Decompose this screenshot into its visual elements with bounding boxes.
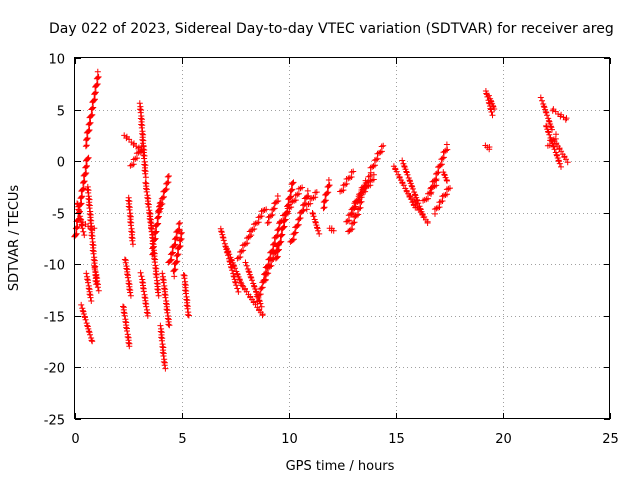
data-point-track — [485, 92, 498, 112]
data-point-track — [320, 177, 333, 212]
data-points — [71, 68, 571, 372]
y-tick-label: 10 — [48, 53, 65, 68]
data-point-track — [482, 142, 493, 153]
x-tick-label: 15 — [388, 432, 405, 447]
data-point-track — [356, 171, 377, 201]
data-point-track — [544, 131, 559, 149]
data-point-track — [549, 106, 570, 123]
data-point-track — [223, 245, 246, 289]
x-axis-label: GPS time / hours — [286, 459, 395, 474]
y-tick-label: 0 — [57, 156, 65, 171]
data-point-track — [121, 132, 145, 154]
data-point-track — [83, 270, 95, 304]
data-point-track — [303, 189, 320, 213]
axis-ticks: -25 -20 -15 -10 -5 0 5 10 0 5 10 15 20 25 — [44, 53, 619, 448]
data-point-track — [337, 168, 357, 195]
data-point-track — [287, 187, 312, 245]
chart-title: Day 022 of 2023, Sidereal Day-to-day VTE… — [49, 21, 614, 37]
x-tick-label: 5 — [178, 432, 186, 447]
data-point-track — [137, 269, 151, 319]
data-point-track — [367, 142, 387, 176]
data-point-track — [431, 185, 453, 217]
data-point-track — [264, 193, 282, 226]
data-point-track — [157, 322, 169, 372]
y-tick-label: 5 — [57, 105, 65, 120]
data-point-track — [234, 228, 253, 262]
data-point-track — [159, 270, 173, 329]
y-tick-label: -25 — [44, 414, 65, 429]
x-tick-label: 20 — [495, 432, 512, 447]
data-point-track — [165, 220, 183, 266]
x-tick-label: 0 — [71, 432, 79, 447]
x-tick-label: 10 — [281, 432, 298, 447]
data-point-track — [136, 100, 149, 181]
data-point-track — [120, 303, 133, 350]
data-point-track — [260, 219, 284, 284]
data-point-track — [248, 206, 270, 239]
data-point-track — [155, 173, 172, 216]
data-point-track — [82, 68, 102, 150]
data-point-track — [440, 169, 450, 184]
data-point-track — [277, 184, 306, 225]
data-point-track — [121, 256, 134, 299]
data-point-track — [125, 194, 136, 248]
data-point-track — [91, 264, 102, 294]
y-axis-label: SDTVAR / TECUs — [7, 185, 22, 292]
data-point-track — [170, 229, 185, 280]
x-tick-label: 25 — [602, 432, 619, 447]
y-tick-label: -15 — [44, 311, 65, 326]
data-point-track — [309, 210, 323, 237]
data-point-track — [407, 193, 431, 226]
data-point-track — [238, 280, 266, 319]
y-tick-label: -5 — [52, 208, 65, 223]
data-point-track — [537, 94, 555, 133]
y-tick-label: -10 — [44, 259, 65, 274]
data-point-track — [551, 138, 571, 166]
data-point-track — [427, 141, 451, 197]
data-point-track — [78, 301, 96, 345]
data-point-track — [345, 198, 365, 235]
data-point-track — [326, 225, 337, 234]
data-point-track — [482, 88, 496, 119]
y-tick-label: -20 — [44, 362, 65, 377]
plot-frame — [74, 57, 610, 419]
data-point-track — [180, 272, 192, 319]
